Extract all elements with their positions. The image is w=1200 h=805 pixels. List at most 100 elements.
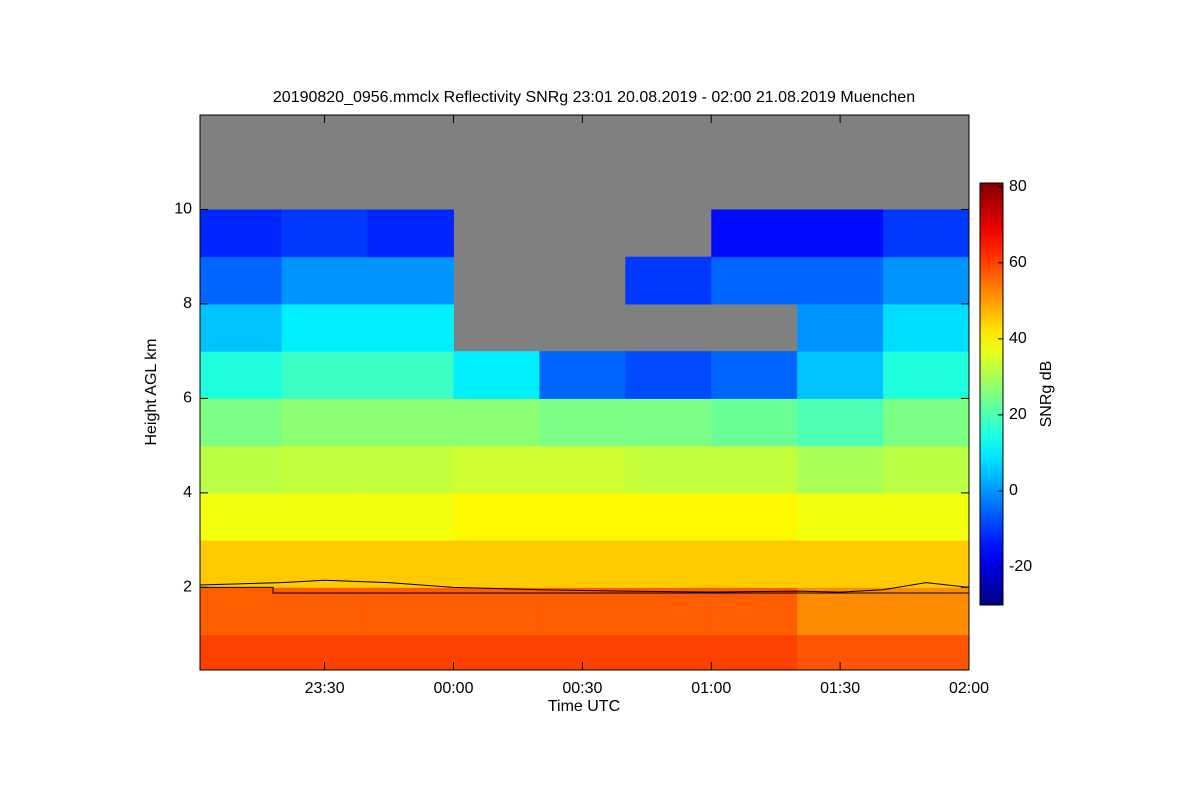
heatmap-cell — [200, 256, 283, 305]
chart-title: 20190820_0956.mmclx Reflectivity SNRg 23… — [273, 89, 915, 106]
x-tick-label: 01:30 — [820, 680, 860, 697]
colorbar-label: SNRg dB — [1038, 361, 1055, 428]
y-axis-label: Height AGL km — [143, 338, 160, 445]
heatmap-cell — [711, 209, 798, 258]
heatmap-cell — [711, 398, 798, 447]
heatmap-cell — [625, 398, 712, 447]
colorbar-tick-label: 40 — [1009, 330, 1027, 347]
heatmap-cell — [625, 492, 712, 541]
colorbar-tick-label: 60 — [1009, 254, 1027, 271]
colorbar — [979, 182, 1004, 606]
heatmap-cell — [711, 256, 798, 305]
x-tick-label: 02:00 — [949, 680, 989, 697]
heatmap-cell — [711, 540, 798, 588]
heatmap-cell — [797, 398, 884, 447]
heatmap-cell — [883, 445, 970, 494]
heatmap-cell — [453, 492, 540, 541]
x-tick-label: 00:30 — [562, 680, 602, 697]
heatmap-cell — [625, 256, 712, 305]
heatmap-cell — [367, 445, 454, 494]
heatmap-cell — [200, 492, 283, 541]
heatmap-cell — [200, 398, 283, 447]
heatmap-cell — [281, 587, 369, 636]
heatmap-cell — [625, 351, 712, 399]
heatmap-cell — [200, 209, 283, 258]
heatmap-cell — [539, 540, 626, 588]
heatmap-cell — [453, 540, 540, 588]
heatmap-cell — [367, 303, 454, 352]
heatmap-cell — [625, 540, 712, 588]
heatmap-cell — [200, 445, 283, 494]
heatmap-cell — [200, 351, 283, 399]
heatmap-cell — [883, 587, 970, 636]
heatmap-cell — [883, 540, 970, 588]
y-tick-label: 2 — [183, 579, 192, 596]
heatmap-cell — [797, 492, 884, 541]
colorbar-tick-label: 80 — [1009, 178, 1027, 195]
heatmap-cell — [711, 351, 798, 399]
heatmap-cell — [625, 634, 712, 671]
heatmap-cell — [367, 492, 454, 541]
heatmap-cell — [883, 398, 970, 447]
colorbar-tick-label: -20 — [1009, 558, 1032, 575]
heatmap-cell — [281, 492, 369, 541]
colorbar-tick-label: 20 — [1009, 406, 1027, 423]
heatmap-cell — [883, 256, 970, 305]
plot-frame — [199, 114, 970, 671]
heatmap-cell — [625, 445, 712, 494]
heatmap-cell — [539, 587, 626, 636]
boundary-line — [200, 586, 969, 594]
heatmap-cell — [367, 351, 454, 399]
heatmap-cell — [367, 540, 454, 588]
heatmap-cell — [625, 587, 712, 636]
heatmap-cell — [200, 587, 283, 636]
heatmap-cell — [367, 634, 454, 671]
heatmap-cell — [539, 492, 626, 541]
heatmap-cell — [539, 351, 626, 399]
heatmap-cell — [711, 445, 798, 494]
heatmap-cell — [200, 634, 283, 671]
y-tick-label: 6 — [183, 390, 192, 407]
heatmap-cell — [281, 256, 369, 305]
heatmap-cell — [281, 445, 369, 494]
heatmap-cell — [367, 209, 454, 258]
heatmap-cell — [711, 587, 798, 636]
heatmap-cell — [200, 303, 283, 352]
y-tick-label: 4 — [183, 484, 192, 501]
heatmap-cell — [281, 398, 369, 447]
heatmap-cell — [797, 209, 884, 258]
colorbar-tick-label: 0 — [1009, 482, 1018, 499]
heatmap-cell — [797, 303, 884, 352]
heatmap-cell — [453, 587, 540, 636]
heatmap-cell — [797, 256, 884, 305]
heatmap-cell — [367, 398, 454, 447]
x-tick-label: 01:00 — [691, 680, 731, 697]
y-tick-label: 8 — [183, 295, 192, 312]
heatmap-cell — [797, 540, 884, 588]
boundary-line — [199, 579, 970, 593]
heatmap-cell — [797, 445, 884, 494]
heatmap-cell — [883, 303, 970, 352]
heatmap-cell — [883, 634, 970, 671]
heatmap-cell — [539, 398, 626, 447]
heatmap-cell — [453, 398, 540, 447]
x-tick-label: 23:30 — [305, 680, 345, 697]
y-tick-label: 10 — [174, 201, 192, 218]
heatmap-cell — [797, 351, 884, 399]
heatmap-cell — [281, 303, 369, 352]
heatmap-cell — [281, 351, 369, 399]
heatmap-cell — [711, 634, 798, 671]
heatmap-cell — [200, 540, 283, 588]
heatmap-cell — [883, 351, 970, 399]
heatmap-cell — [453, 351, 540, 399]
heatmap-cell — [883, 492, 970, 541]
heatmap-cell — [453, 634, 540, 671]
heatmap-cell — [281, 209, 369, 258]
heatmap-cell — [711, 492, 798, 541]
heatmap-cell — [883, 209, 970, 258]
heatmap-cell — [453, 445, 540, 494]
heatmap-cell — [797, 587, 884, 636]
heatmap-cell — [367, 256, 454, 305]
heatmap-cell — [367, 587, 454, 636]
